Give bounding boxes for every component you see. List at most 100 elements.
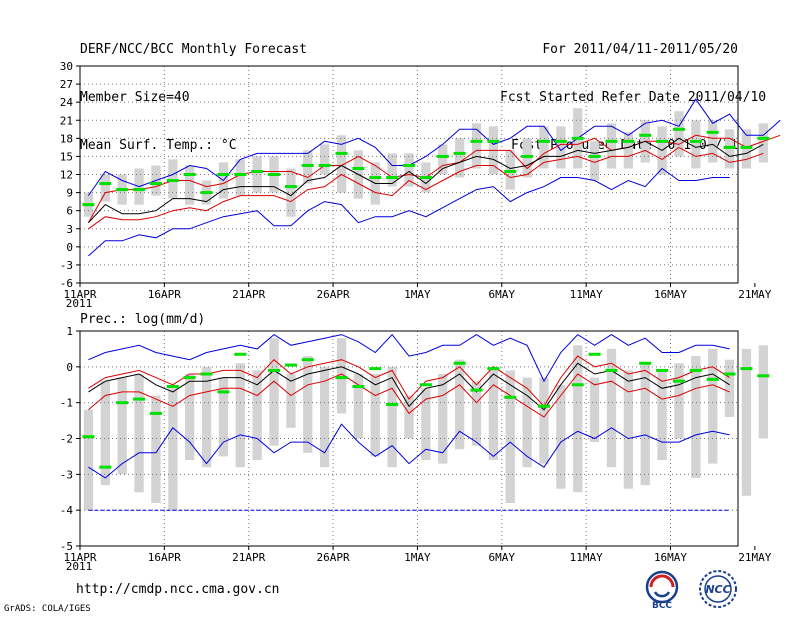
panel1-box	[168, 159, 178, 199]
panel1-ytick-label: 0	[66, 241, 73, 254]
panel2-box	[623, 370, 633, 489]
panel2-series-lower	[88, 373, 730, 418]
panel2-xtick-label: 21APR	[232, 551, 265, 564]
header-period: For 2011/04/11-2011/05/20	[542, 42, 738, 57]
footer-url[interactable]: http://cmdp.ncc.cma.gov.cn	[76, 582, 280, 597]
panel2-xtick-year: 2011	[66, 560, 93, 573]
panel2-series-upper	[88, 355, 730, 408]
ncc-logo-label: NCC	[705, 583, 730, 596]
panel1-series-lower	[88, 146, 764, 230]
panel1-box	[589, 141, 600, 181]
panel2-box	[151, 395, 161, 503]
panel2-xtick-label: 21MAY	[738, 551, 771, 564]
panel1-box	[455, 138, 465, 178]
panel2-box	[218, 377, 229, 457]
panel2-title: Prec.: log(mm/d)	[80, 312, 205, 327]
panel1-box	[741, 129, 752, 169]
panel1-series-mean	[88, 137, 764, 224]
panel1-box	[286, 168, 296, 217]
panel2-ytick-label: -1	[60, 397, 73, 410]
panel1-ytick-label: 6	[66, 205, 73, 218]
panel2-series-max	[88, 333, 730, 383]
panel2-xtick-label: 11APR	[63, 551, 96, 564]
panel1-ytick-label: 15	[60, 150, 73, 163]
panel2-xtick-label: 26APR	[317, 551, 350, 564]
panel2-box	[286, 374, 296, 428]
panel1-box	[758, 123, 768, 163]
panel2-box	[134, 374, 144, 493]
header-member-size: Member Size=40	[80, 90, 190, 105]
panel1-ytick-label: 21	[60, 114, 73, 127]
panel2-box	[83, 409, 94, 511]
panel2-xtick-label: 16MAY	[654, 551, 687, 564]
panel1-box	[303, 150, 313, 184]
panel1-box	[623, 132, 633, 169]
panel1-xtick-label: 6MAY	[489, 288, 516, 301]
panel2: -5 -4 -3 -2 -1 0 1 11APR 16APR 21APR 26APR 1MAY 6MAY…	[60, 312, 772, 573]
panel2-xtick-label: 16APR	[148, 551, 181, 564]
panel1-ytick-label: 9	[66, 187, 73, 200]
panel2-box	[353, 374, 363, 439]
panel2-xtick-label: 6MAY	[489, 551, 516, 564]
panel2-box	[404, 395, 414, 439]
panel1-ytick-label: -6	[60, 277, 73, 290]
panel2-box	[117, 377, 127, 475]
panel1-xtick-label: 26APR	[317, 288, 350, 301]
panel2-box	[471, 381, 482, 446]
panel1-series-max	[87, 98, 781, 196]
panel2-box	[674, 363, 684, 439]
panel1-box	[100, 174, 110, 202]
panel2-box	[556, 384, 566, 489]
panel2-ytick-label: -3	[60, 468, 73, 481]
panel1-ytick-label: 18	[60, 132, 73, 145]
panel1-box	[387, 153, 397, 187]
panel1-box	[185, 165, 195, 205]
panel2-box	[724, 359, 735, 417]
panel1-box	[708, 120, 718, 163]
panel1-xtick-label: 1MAY	[404, 288, 431, 301]
panel1-box	[320, 144, 330, 175]
panel2-box	[252, 370, 262, 460]
panel2-series-min	[88, 423, 730, 479]
panel2-box	[438, 374, 448, 464]
panel2-box	[168, 388, 178, 511]
panel2-box	[336, 338, 347, 414]
panel2-box	[100, 381, 110, 486]
bcc-logo-label: BCC	[652, 601, 672, 610]
panel2-box	[185, 374, 195, 460]
panel2-box	[201, 366, 212, 468]
panel2-box	[522, 377, 532, 468]
panel2-box	[455, 359, 465, 450]
panel1-ytick-label: 24	[60, 96, 74, 109]
panel1-box	[471, 123, 482, 169]
panel1-box	[691, 120, 701, 169]
panel2-ytick-label: -2	[60, 433, 73, 446]
panel1-xtick-label: 16APR	[148, 288, 181, 301]
panel2-box	[640, 363, 650, 486]
bcc-logo: BCC	[645, 570, 679, 610]
panel1-box	[404, 153, 414, 187]
panel2-xtick-label: 11MAY	[570, 551, 603, 564]
panel1: -6 -3 0 3 6 9 12 15 18 21 24 27 30 11APR 16APR 21APR 26A…	[60, 60, 781, 310]
panel2-box	[505, 370, 515, 503]
panel2-box	[488, 366, 498, 460]
panel2-box	[758, 345, 768, 439]
panel1-ytick-label: 3	[66, 223, 73, 236]
header-variable: Mean Surf. Temp.: °C	[80, 138, 237, 153]
panel2-box	[741, 348, 752, 496]
panel1-xtick-label: 16MAY	[654, 288, 687, 301]
panel2-ytick-label: -5	[60, 540, 73, 553]
panel2-ytick-label: 0	[66, 361, 73, 374]
panel1-xtick-label: 21MAY	[738, 288, 771, 301]
panel1-series-min	[88, 167, 730, 257]
footer-credit: GrADS: COLA/IGES	[4, 604, 91, 614]
panel2-box	[539, 377, 549, 464]
header-left: DERF/NCC/BCC Monthly Forecast Member Siz…	[80, 10, 307, 170]
header-title: DERF/NCC/BCC Monthly Forecast	[80, 42, 307, 57]
panel1-box	[252, 156, 262, 193]
panel1-xtick-year: 2011	[66, 297, 93, 310]
panel1-ytick-label: 30	[60, 60, 73, 73]
panel2-box	[657, 370, 667, 460]
panel2-ytick-label: -4	[60, 504, 74, 517]
